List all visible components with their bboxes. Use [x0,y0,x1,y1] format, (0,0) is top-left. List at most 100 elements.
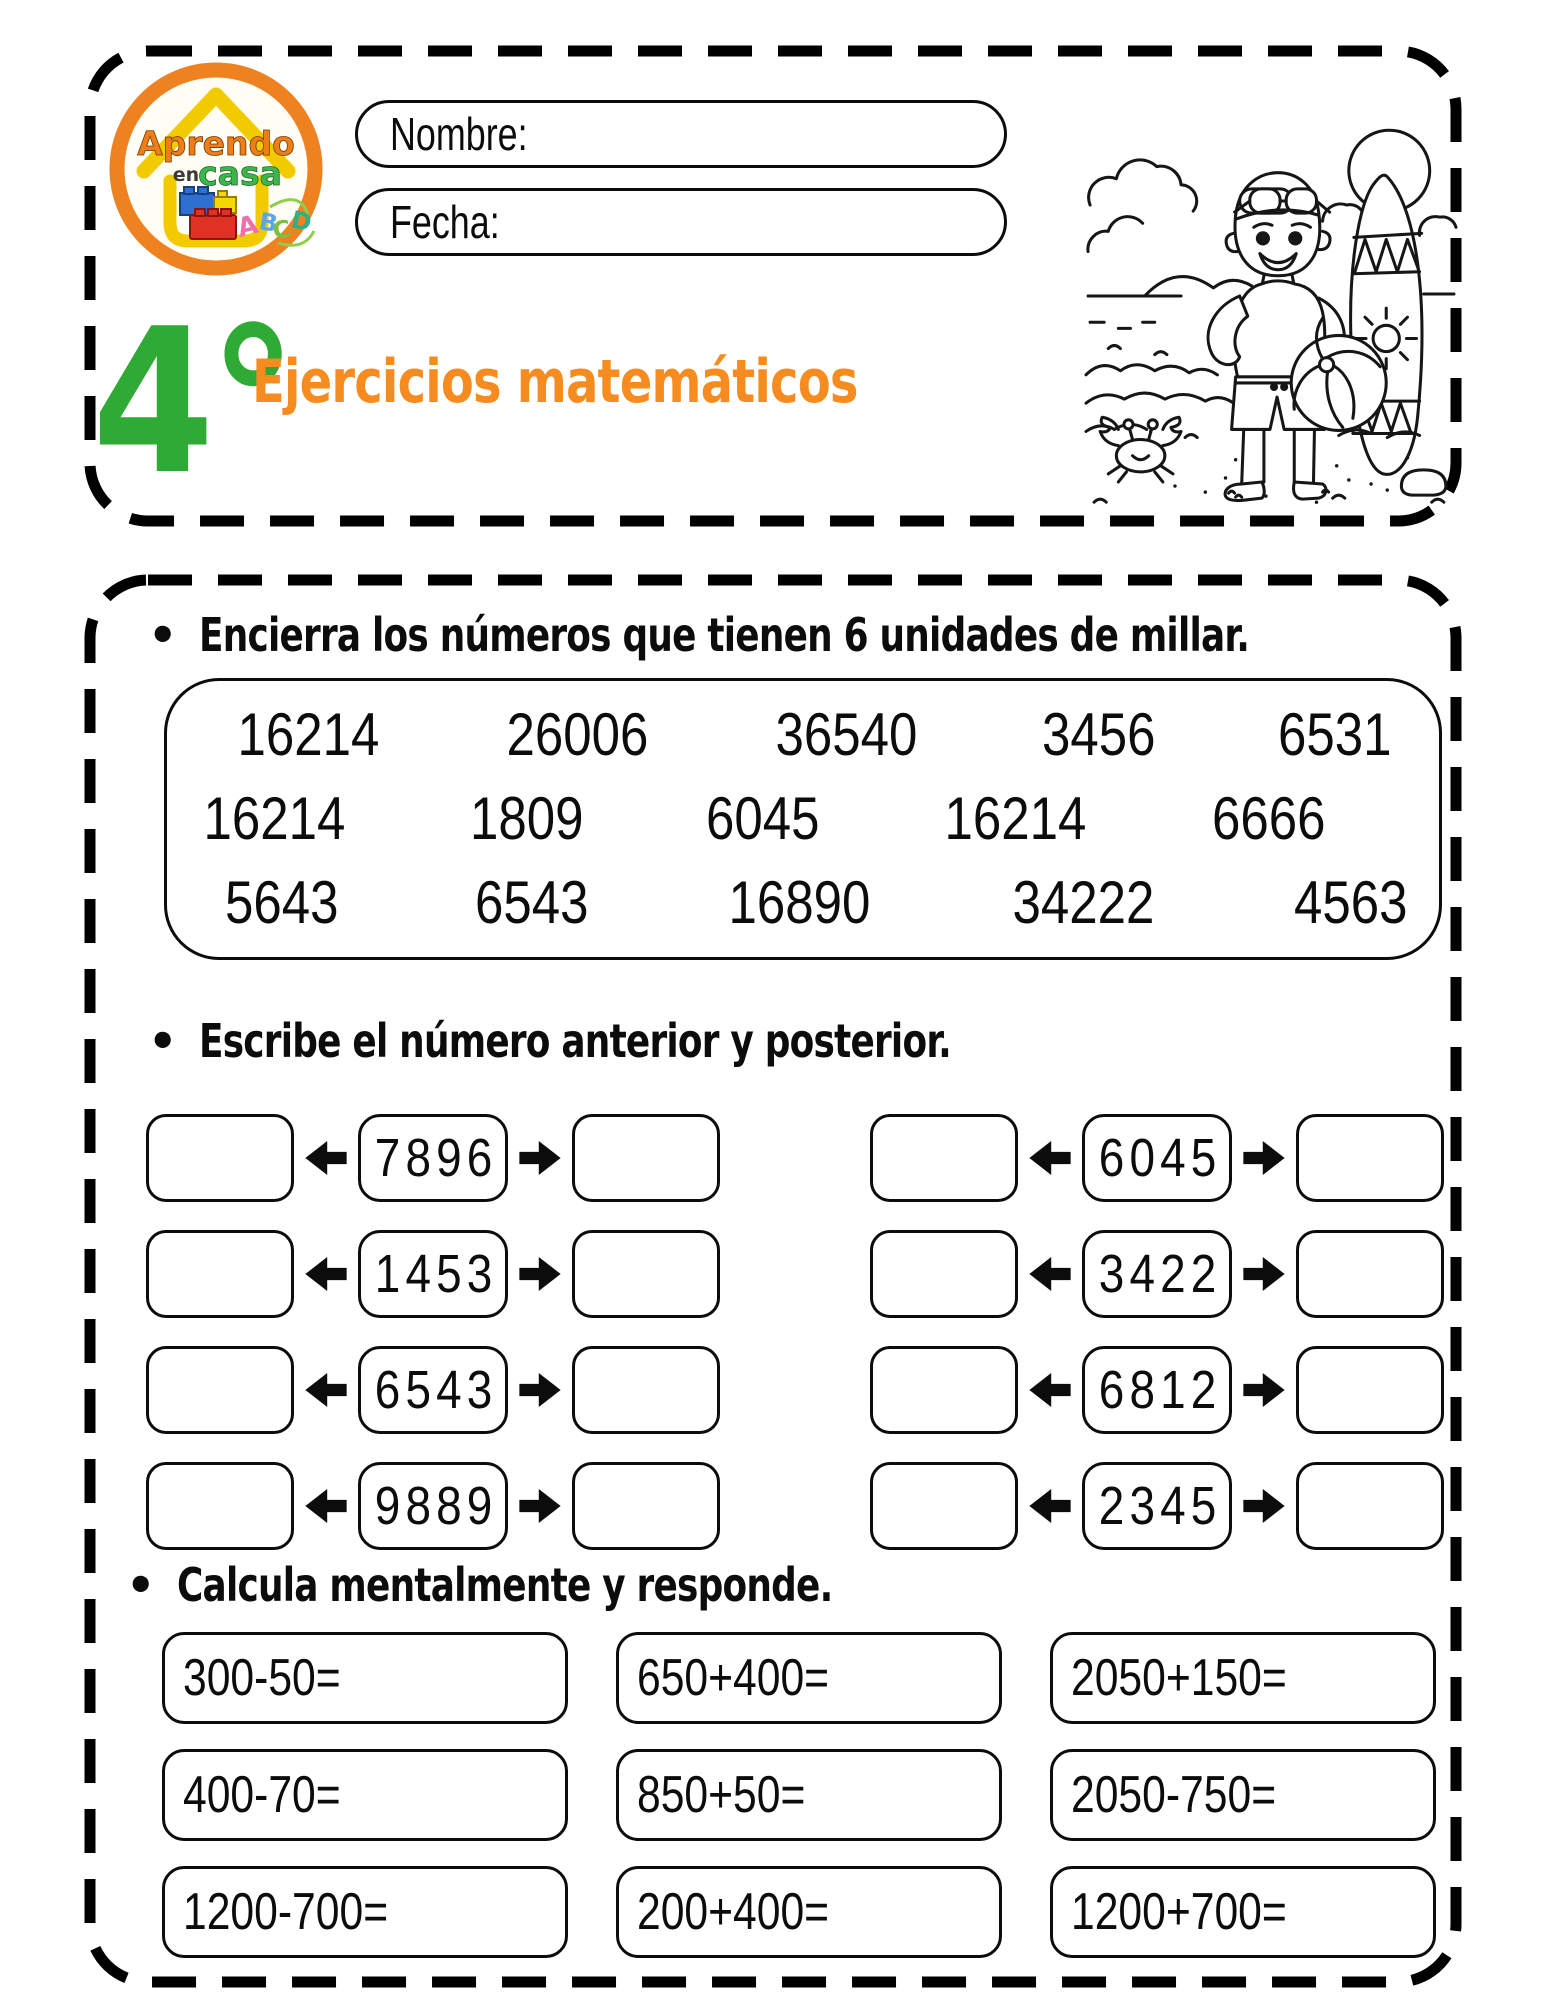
millar-number[interactable]: 4563 [1293,869,1407,936]
anterior-answer-box[interactable] [870,1114,1018,1202]
number-sequence-row: 9889 [146,1462,720,1550]
millar-number[interactable]: 16214 [203,785,346,852]
anterior-answer-box[interactable] [870,1230,1018,1318]
numbers-row: 16214 26006 36540 3456 6531 [167,705,1439,765]
arrow-right-icon [1243,1489,1285,1523]
grade-number: 4° [92,286,297,519]
exercise3-title: • Calcula mentalmente y responde. [126,1558,1018,1612]
exercise1-title: • Encierra los números que tienen 6 unid… [148,608,1545,662]
name-field[interactable]: Nombre: [355,100,1007,168]
arrow-left-icon [305,1141,347,1175]
worksheet-title: Ejercicios matemáticos [252,347,858,417]
calc-problem-box[interactable]: 300-50= [162,1632,568,1724]
anterior-posterior-right-group: 6045 3422 6812 2345 [870,1114,1444,1550]
center-number-box: 7896 [358,1114,508,1202]
millar-number[interactable]: 34222 [1012,869,1155,936]
calc-problem-box[interactable]: 1200-700= [162,1866,568,1958]
calc-problem-box[interactable]: 850+50= [616,1749,1002,1841]
millar-numbers-box: 16214 26006 36540 3456 6531 16214 1809 6… [164,678,1442,960]
posterior-answer-box[interactable] [1296,1114,1444,1202]
millar-number[interactable]: 6543 [475,869,589,936]
arrow-right-icon [519,1257,561,1291]
millar-number[interactable]: 3456 [1041,701,1156,768]
anterior-answer-box[interactable] [870,1462,1018,1550]
posterior-answer-box[interactable] [572,1462,720,1550]
logo-text-casa: casa [198,154,282,193]
center-number-box: 6045 [1082,1114,1232,1202]
arrow-right-icon [519,1373,561,1407]
header-card: Aprendo en casa A B C D Nombre: Fecha: 4… [84,45,1462,527]
date-field[interactable]: Fecha: [355,188,1007,256]
center-number-box: 1453 [358,1230,508,1318]
millar-number[interactable]: 1809 [470,785,584,852]
numbers-row: 16214 1809 6045 16214 6666 [167,789,1439,849]
number-sequence-row: 1453 [146,1230,720,1318]
arrow-left-icon [305,1373,347,1407]
number-sequence-row: 6543 [146,1346,720,1434]
millar-number[interactable]: 26006 [506,701,649,768]
mental-calc-grid: 300-50= 650+400= 2050+150= 400-70= 850+5… [162,1632,1436,1958]
exercise2-title-text: Escribe el número anterior y posterior. [199,1014,952,1068]
arrow-right-icon [1243,1257,1285,1291]
center-number-box: 2345 [1082,1462,1232,1550]
exercise3-title-text: Calcula mentalmente y responde. [177,1558,833,1612]
number-sequence-row: 6045 [870,1114,1444,1202]
calc-problem-box[interactable]: 1200+700= [1050,1866,1436,1958]
number-sequence-row: 7896 [146,1114,720,1202]
center-number-box: 9889 [358,1462,508,1550]
anterior-answer-box[interactable] [146,1230,294,1318]
arrow-left-icon [305,1257,347,1291]
logo-letter-b: B [257,207,280,238]
calc-problem-box[interactable]: 200+400= [616,1866,1002,1958]
anterior-answer-box[interactable] [146,1462,294,1550]
bullet-icon: • [126,1558,156,1612]
calc-problem-box[interactable]: 2050+150= [1050,1632,1436,1724]
exercise2-title: • Escribe el número anterior y posterior… [148,1014,1163,1068]
name-label: Nombre: [390,108,528,160]
logo-text-en: en [173,164,199,186]
millar-number[interactable]: 6666 [1211,785,1325,852]
arrow-left-icon [1029,1373,1071,1407]
anterior-posterior-left-group: 7896 1453 6543 9889 [146,1114,720,1550]
posterior-answer-box[interactable] [572,1346,720,1434]
numbers-row: 5643 6543 16890 34222 4563 [167,873,1439,933]
millar-number[interactable]: 6045 [706,785,820,852]
date-label: Fecha: [390,196,500,248]
calc-problem-box[interactable]: 400-70= [162,1749,568,1841]
bullet-icon: • [148,1014,178,1068]
exercises-card: • Encierra los números que tienen 6 unid… [84,574,1462,1988]
anterior-answer-box[interactable] [146,1346,294,1434]
millar-number[interactable]: 16214 [237,701,380,768]
posterior-answer-box[interactable] [572,1230,720,1318]
millar-number[interactable]: 6531 [1277,701,1391,768]
millar-number[interactable]: 16890 [728,869,871,936]
posterior-answer-box[interactable] [1296,1346,1444,1434]
millar-number[interactable]: 36540 [775,701,918,768]
posterior-answer-box[interactable] [1296,1462,1444,1550]
anterior-answer-box[interactable] [146,1114,294,1202]
arrow-left-icon [1029,1141,1071,1175]
posterior-answer-box[interactable] [572,1114,720,1202]
calc-problem-box[interactable]: 2050-750= [1050,1749,1436,1841]
millar-number[interactable]: 16214 [944,785,1087,852]
center-number-box: 3422 [1082,1230,1232,1318]
exercise1-title-text: Encierra los números que tienen 6 unidad… [199,608,1250,662]
center-number-box: 6543 [358,1346,508,1434]
anterior-answer-box[interactable] [870,1346,1018,1434]
number-sequence-row: 6812 [870,1346,1444,1434]
posterior-answer-box[interactable] [1296,1230,1444,1318]
calc-problem-box[interactable]: 650+400= [616,1632,1002,1724]
number-sequence-row: 2345 [870,1462,1444,1550]
arrow-right-icon [1243,1373,1285,1407]
arrow-left-icon [305,1489,347,1523]
arrow-left-icon [1029,1489,1071,1523]
millar-number[interactable]: 5643 [225,869,339,936]
bullet-icon: • [148,608,178,662]
arrow-right-icon [519,1489,561,1523]
logo-letter-c: C [271,215,292,245]
arrow-right-icon [1243,1141,1285,1175]
beach-boy-illustration [1084,128,1458,504]
logo-text-aprendo: Aprendo [137,124,295,163]
aprendo-en-casa-logo: Aprendo en casa A B C D [109,62,323,276]
